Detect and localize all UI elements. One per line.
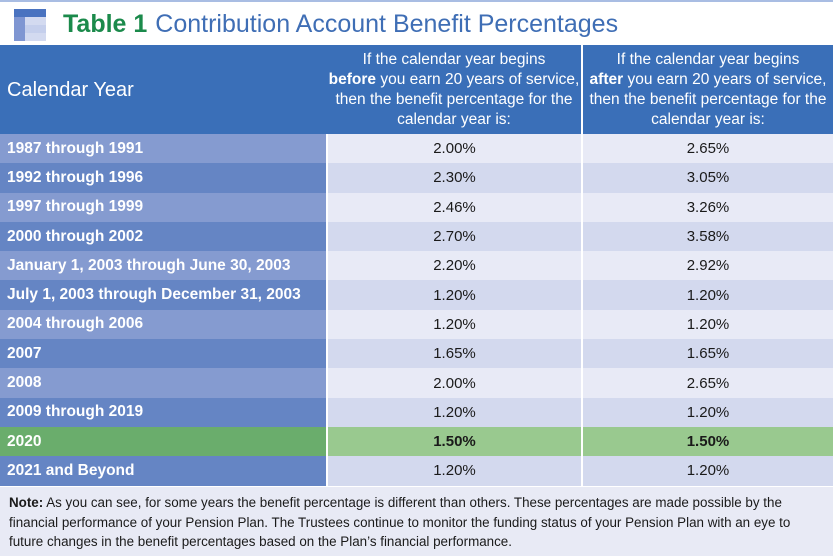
after-value: 2.65% <box>581 368 833 398</box>
year-cell: 2009 through 2019 <box>0 397 327 427</box>
after-value: 2.65% <box>581 134 833 164</box>
after-value: 2.92% <box>581 251 833 281</box>
table-row: 2009 through 2019 1.20% 1.20% <box>0 397 833 427</box>
after-value: 3.26% <box>581 192 833 222</box>
note-label: Note: <box>9 495 44 510</box>
table-row-highlighted: 2020 1.50% 1.50% <box>0 426 833 457</box>
before-value: 2.30% <box>326 163 582 193</box>
before-value: 1.65% <box>326 339 582 369</box>
year-cell: January 1, 2003 through June 30, 2003 <box>0 251 327 281</box>
table-row: July 1, 2003 through December 31, 2003 1.… <box>0 280 833 310</box>
page-title: Table 1 Contribution Account Benefit Perc… <box>63 6 618 42</box>
header-line: If the calendar year begins <box>362 50 546 68</box>
before-value: 1.20% <box>326 280 582 310</box>
year-cell: 2008 <box>0 368 327 398</box>
table-number: Table 1 <box>63 10 148 38</box>
year-cell: July 1, 2003 through December 31, 2003 <box>0 280 327 310</box>
header-emphasis: after <box>589 70 624 88</box>
table-row: January 1, 2003 through June 30, 2003 2.2… <box>0 251 833 281</box>
table-title: Contribution Account Benefit Percentages <box>155 10 619 38</box>
year-cell: 2004 through 2006 <box>0 309 327 340</box>
after-value: 1.20% <box>581 456 833 486</box>
header-emphasis: before <box>328 70 377 88</box>
year-cell: 1987 through 1991 <box>0 134 327 164</box>
table-row: 1987 through 1991 2.00% 2.65% <box>0 134 833 164</box>
table-row: 1997 through 1999 2.46% 3.26% <box>0 192 833 222</box>
table-row: 2021 and Beyond 1.20% 1.20% <box>0 456 833 486</box>
before-value: 2.20% <box>326 251 582 281</box>
column-header-after: If the calendar year begins after you ea… <box>581 45 833 134</box>
header-line: If the calendar year begins <box>616 50 800 68</box>
header-row: Calendar Year If the calendar year begin… <box>0 45 833 134</box>
column-header-calendar-year: Calendar Year <box>0 45 327 134</box>
after-value: 3.05% <box>581 163 833 193</box>
header-line: then the benefit percentage for the <box>335 90 573 108</box>
before-value: 2.70% <box>326 221 582 252</box>
after-value: 1.50% <box>581 426 833 457</box>
table-row: 2004 through 2006 1.20% 1.20% <box>0 309 833 340</box>
title-bar: Table 1 Contribution Account Benefit Perc… <box>0 2 833 45</box>
year-cell: 2021 and Beyond <box>0 456 327 486</box>
year-cell: 2007 <box>0 339 327 369</box>
year-cell: 2000 through 2002 <box>0 221 327 252</box>
after-value: 1.65% <box>581 339 833 369</box>
after-value: 1.20% <box>581 280 833 310</box>
before-value: 2.00% <box>326 134 582 164</box>
benefit-percentages-table: Calendar Year If the calendar year begin… <box>0 45 833 486</box>
before-value: 1.20% <box>326 309 582 340</box>
year-cell: 1992 through 1996 <box>0 163 327 193</box>
before-value: 1.20% <box>326 456 582 486</box>
before-value: 2.00% <box>326 368 582 398</box>
header-line: calendar year is: <box>651 110 765 128</box>
table-row: 2007 1.65% 1.65% <box>0 339 833 369</box>
year-cell: 2020 <box>0 426 327 457</box>
table-row: 1992 through 1996 2.30% 3.05% <box>0 163 833 193</box>
before-value: 1.20% <box>326 397 582 427</box>
after-value: 3.58% <box>581 221 833 252</box>
year-cell: 1997 through 1999 <box>0 192 327 222</box>
before-value: 1.50% <box>326 426 582 457</box>
after-value: 1.20% <box>581 397 833 427</box>
header-line: you earn 20 years of service, <box>623 70 827 88</box>
table-icon <box>14 9 46 41</box>
column-header-before: If the calendar year begins before you e… <box>327 45 582 134</box>
after-value: 1.20% <box>581 309 833 340</box>
header-line: you earn 20 years of service, <box>376 70 580 88</box>
header-line: calendar year is: <box>397 110 511 128</box>
note-text: As you can see, for some years the benef… <box>9 495 791 549</box>
top-rule <box>0 0 833 2</box>
note: Note: As you can see, for some years the… <box>0 487 833 556</box>
before-value: 2.46% <box>326 192 582 222</box>
table-row: 2000 through 2002 2.70% 3.58% <box>0 221 833 252</box>
table-row: 2008 2.00% 2.65% <box>0 368 833 398</box>
header-line: then the benefit percentage for the <box>589 90 827 108</box>
